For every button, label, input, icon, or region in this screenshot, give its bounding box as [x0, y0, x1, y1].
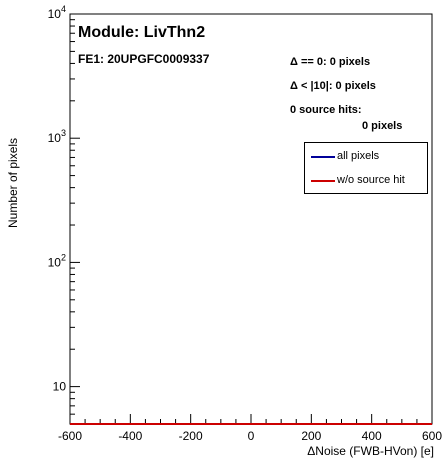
x-tick-label: -400 — [118, 429, 142, 443]
stat-source-hits-label: 0 source hits: — [290, 104, 362, 116]
legend-entry-without-source-hit: w/o source hit — [305, 171, 427, 191]
y-axis-label: Number of pixels — [6, 137, 20, 228]
stat-delta-zero: Δ == 0: 0 pixels — [290, 56, 371, 68]
x-tick-label: 200 — [301, 429, 321, 443]
y-axis-label-wrap: Number of pixels — [6, 128, 20, 228]
legend-label-all-pixels: all pixels — [337, 150, 380, 162]
legend-label-without-source-hit: w/o source hit — [337, 174, 405, 186]
plot-frame — [69, 13, 433, 425]
y-tick-label: 103 — [48, 128, 66, 145]
module-title: Module: LivThn2 — [78, 24, 206, 41]
legend-swatch-without-source-hit — [311, 180, 335, 182]
x-tick-label: 0 — [248, 429, 255, 443]
y-tick-label: 104 — [48, 4, 66, 21]
fe-label: FE1: 20UPGFC0009337 — [78, 52, 210, 66]
x-tick-label: 400 — [362, 429, 382, 443]
x-axis-label: ΔNoise (FWB-HVon) [e] — [307, 444, 434, 458]
x-ticks: -600 -400 -200 0 200 400 600 — [58, 414, 442, 443]
y-ticks: 10 102 103 104 — [48, 4, 80, 425]
x-tick-label: -600 — [58, 429, 82, 443]
stat-delta-lt10: Δ < |10|: 0 pixels — [290, 80, 376, 92]
legend-entry-all-pixels: all pixels — [305, 147, 427, 167]
x-tick-label: -200 — [179, 429, 203, 443]
legend: all pixels w/o source hit — [304, 142, 428, 194]
x-tick-label: 600 — [422, 429, 442, 443]
y-tick-label: 10 — [53, 380, 67, 394]
y-tick-label: 102 — [48, 252, 66, 269]
legend-swatch-all-pixels — [311, 156, 335, 158]
stat-source-hits-value: 0 pixels — [362, 120, 403, 132]
